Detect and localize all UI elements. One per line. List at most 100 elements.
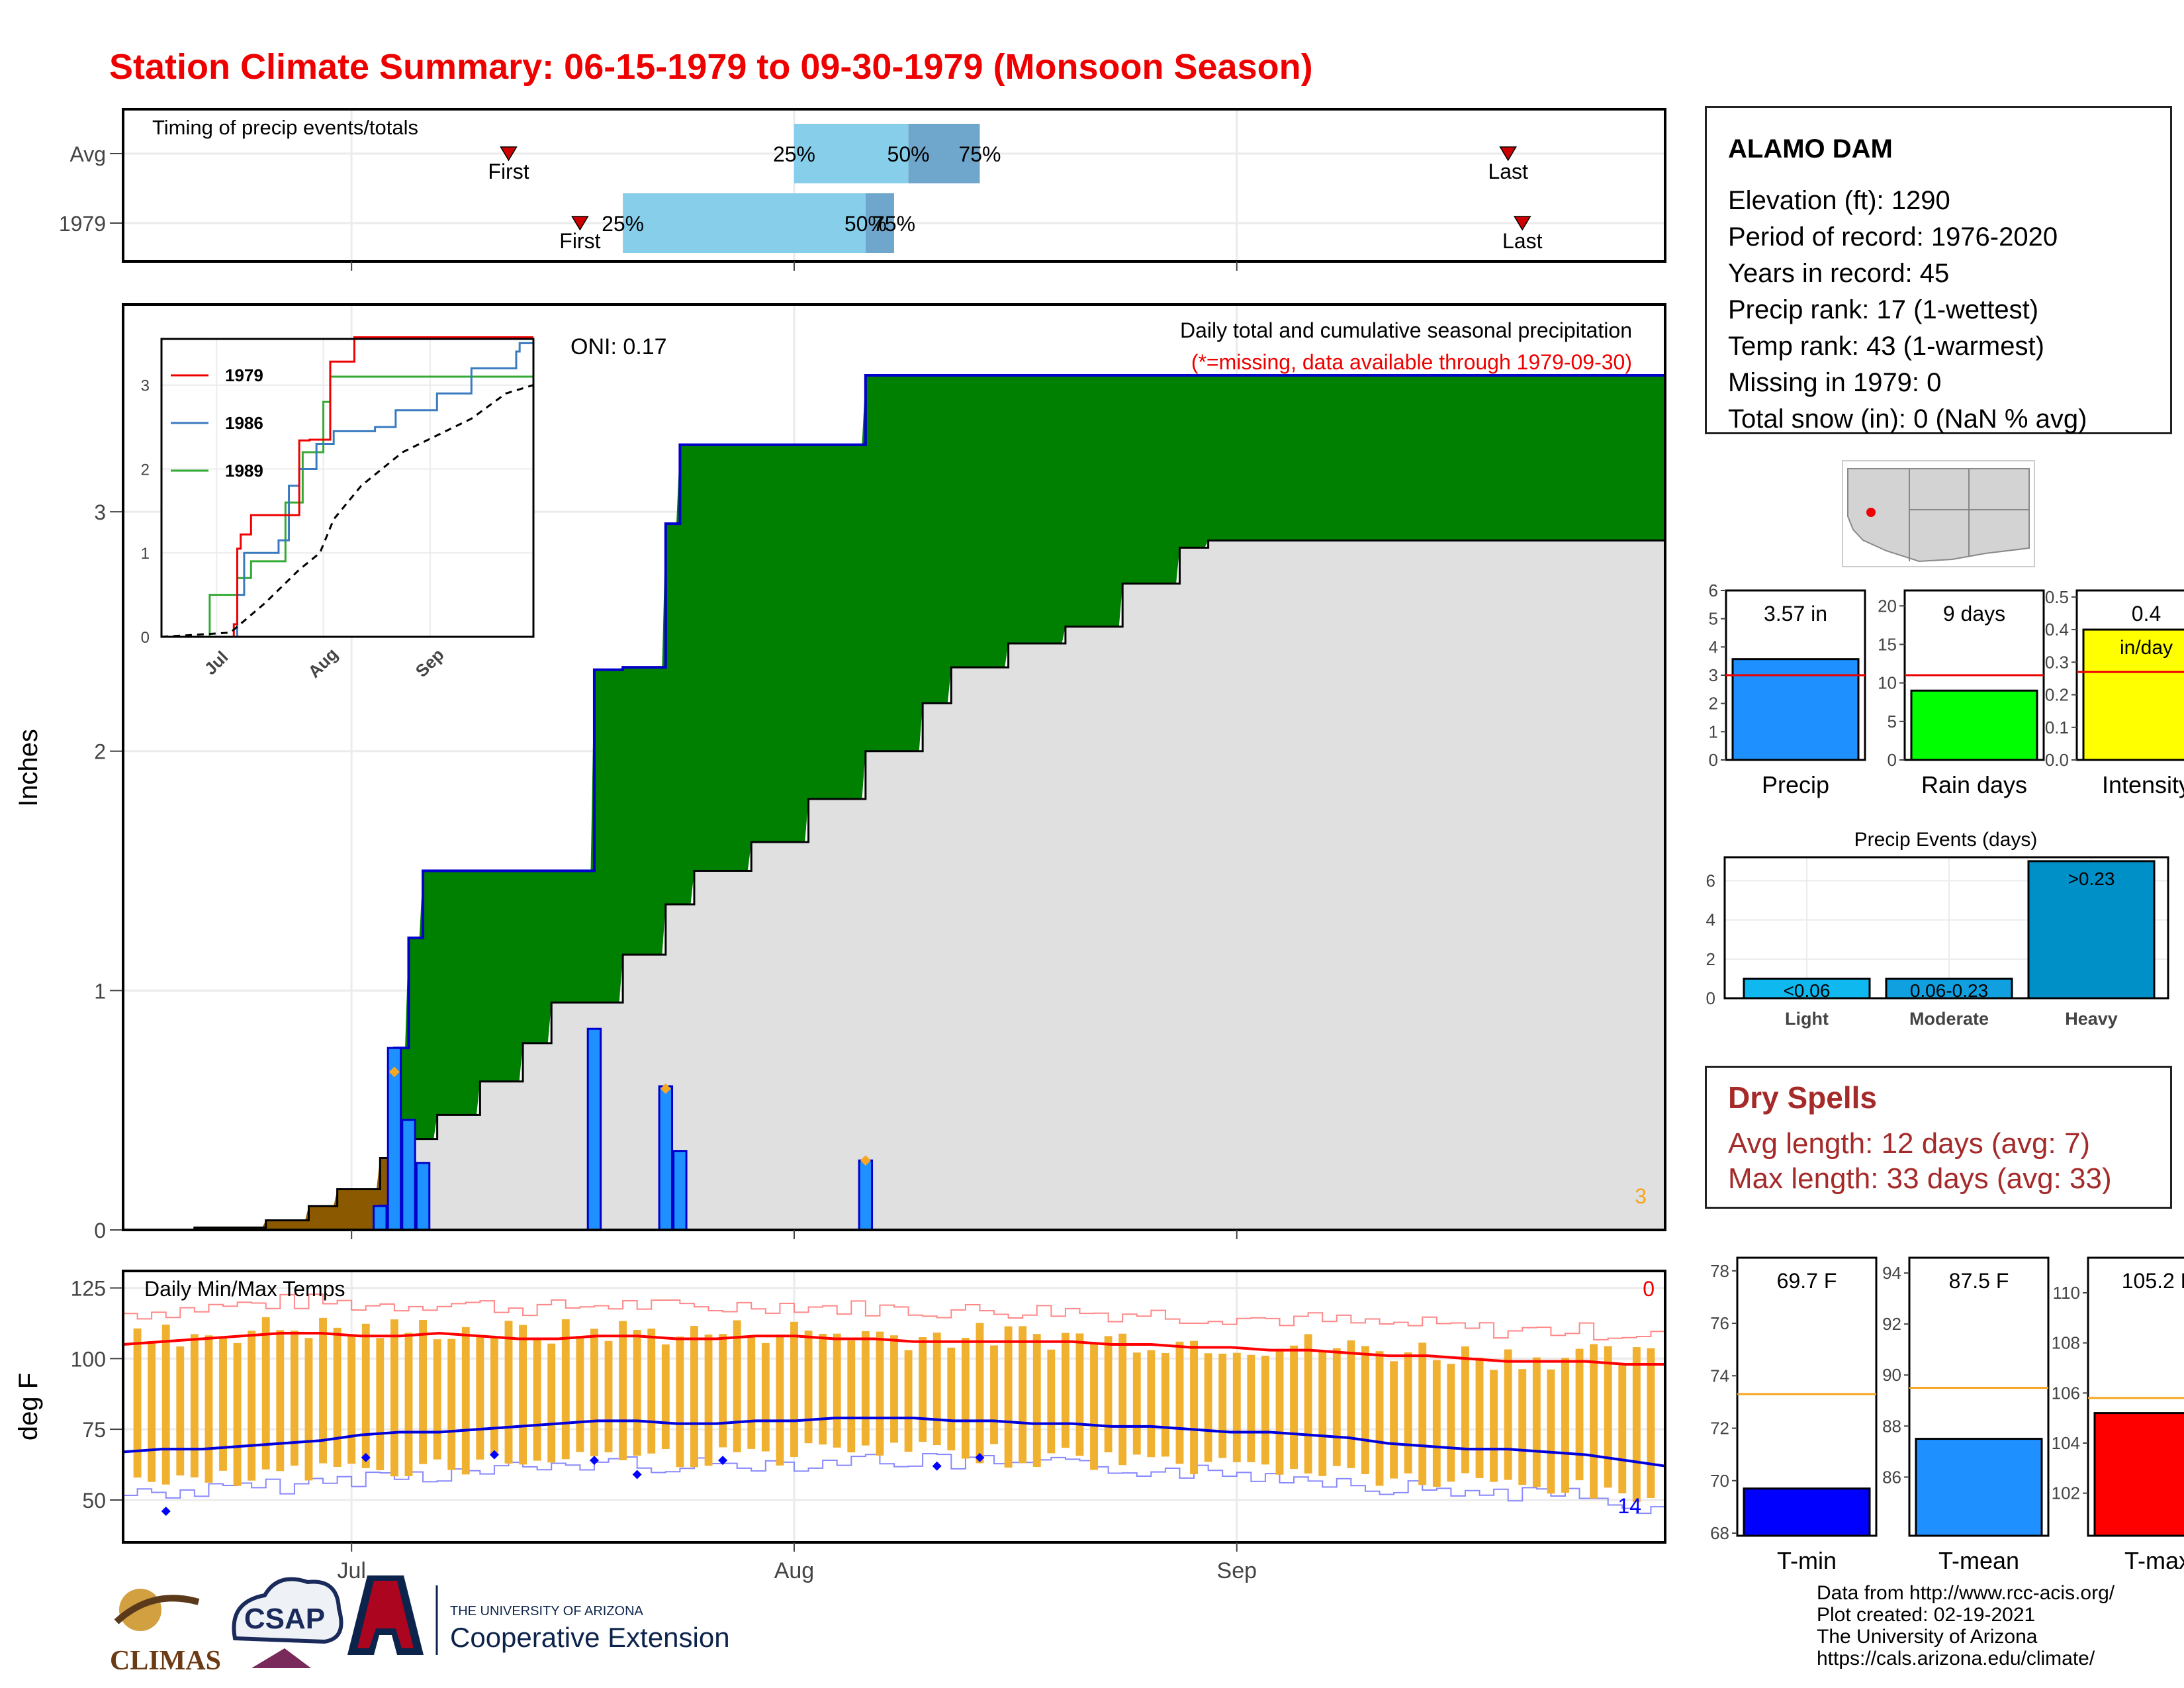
record-low-marker: [632, 1470, 642, 1479]
precip-panel-frame: [122, 303, 1666, 1231]
daily-temp-range-bar: [333, 1327, 341, 1467]
daily-temp-range-bar: [447, 1338, 456, 1470]
inset-average-line: [161, 384, 534, 638]
daily-temp-range-bar: [1247, 1354, 1255, 1462]
ua-logo-line2: Cooperative Extension: [450, 1622, 730, 1653]
precip-events-y-tick-label: 0: [1706, 988, 1715, 1008]
daily-temp-range-bar: [1161, 1353, 1169, 1457]
daily-temp-range-bar: [1618, 1364, 1627, 1493]
temp-x-tick-label: Aug: [774, 1558, 815, 1583]
daily-temp-range-bar: [1261, 1356, 1269, 1465]
tmean-bar-y-tick-label: 92: [1882, 1314, 1901, 1334]
daily-precip-bar: [658, 1085, 674, 1231]
precip-total-y-tick-label: 4: [1709, 637, 1718, 657]
daily-temp-range-bar: [1061, 1333, 1069, 1448]
daily-precip-bar: [415, 1162, 431, 1231]
daily-precip-bar: [401, 1119, 416, 1231]
daily-temp-range-bar: [347, 1334, 356, 1464]
page-title: Station Climate Summary: 06-15-1979 to 0…: [109, 47, 1313, 87]
q75-label: 75%: [958, 142, 1001, 166]
daily-temp-range-bar: [690, 1326, 698, 1468]
precip-y-tick-label: 3: [94, 500, 106, 524]
precip-events-bar-label: >0.23: [2068, 868, 2115, 889]
record-low-marker: [975, 1452, 985, 1462]
daily-temp-range-bar: [1090, 1344, 1098, 1470]
daily-temp-range-bar: [1390, 1361, 1398, 1479]
station-name: ALAMO DAM: [1728, 134, 1893, 164]
daily-temp-range-bar: [1132, 1352, 1141, 1455]
q25-label: 25%: [602, 212, 644, 236]
daily-temp-range-bar: [1275, 1350, 1284, 1475]
tmean-bar-value-bar: [1915, 1438, 2043, 1537]
daily-temp-range-bar: [619, 1321, 627, 1460]
daily-temp-range-bar: [319, 1317, 327, 1464]
precip-total-axis-label: Precip: [1762, 771, 1829, 798]
daily-precip-bar: [586, 1027, 602, 1231]
daily-temp-range-bar: [1561, 1358, 1569, 1493]
tmean-bar-value-label: 87.5 F: [1949, 1269, 2009, 1293]
tmax-bar-y-tick-label: 104: [2052, 1433, 2080, 1453]
climas-logo-text: CLIMAS: [110, 1646, 221, 1676]
precip-y-tick-label: 2: [94, 740, 106, 764]
rain-days-y-tick-label: 5: [1888, 712, 1897, 731]
precip-events-y-tick-label: 4: [1706, 910, 1715, 930]
daily-temp-range-bar: [1218, 1353, 1227, 1458]
intensity-axis-label: Intensity: [2102, 771, 2184, 798]
temp-y-tick-label: 75: [82, 1418, 106, 1442]
precip-total-y-tick-label: 5: [1709, 609, 1718, 629]
quartile-bar-low: [794, 124, 909, 183]
last-event-marker: [1513, 216, 1531, 231]
record-low-marker: [161, 1507, 171, 1517]
intensity-y-tick-label: 0.1: [2045, 718, 2069, 737]
tmin-bar-value-label: 69.7 F: [1777, 1269, 1837, 1293]
daily-temp-range-bar: [1004, 1326, 1013, 1468]
inset-frame: [160, 338, 535, 638]
ua-logo-line1: THE UNIVERSITY OF ARIZONA: [450, 1604, 644, 1618]
daily-temp-range-bar: [261, 1317, 270, 1470]
record-low-marker: [932, 1461, 942, 1471]
daily-temp-range-bar: [433, 1339, 441, 1460]
daily-temp-range-bar: [847, 1340, 856, 1453]
daily-temp-range-bar: [519, 1325, 527, 1465]
tmax-bar-y-tick-label: 110: [2053, 1283, 2080, 1303]
daily-temp-range-bar: [1204, 1353, 1212, 1462]
daily-temp-range-bar: [676, 1336, 684, 1468]
daily-temp-range-bar: [1490, 1370, 1498, 1482]
dry-spells-avg: Avg length: 12 days (avg: 7): [1728, 1127, 2091, 1160]
daily-temp-range-bar: [833, 1333, 841, 1448]
tmin-bar-y-tick-label: 68: [1710, 1523, 1729, 1543]
precip-events-title: Precip Events (days): [1854, 829, 2038, 851]
daily-temp-range-bar: [1147, 1350, 1156, 1458]
precip-total-value-label: 3.57 in: [1764, 602, 1827, 626]
daily-temp-range-bar: [1347, 1340, 1355, 1468]
daily-temp-range-bar: [661, 1344, 670, 1449]
inset-legend-label: 1979: [225, 365, 263, 385]
daily-temp-range-bar: [219, 1336, 227, 1471]
record-low-count: 14: [1617, 1494, 1641, 1518]
daily-temp-range-bar: [361, 1323, 370, 1468]
daily-temp-range-bar: [376, 1338, 385, 1470]
dry-spells-box: Dry Spells Avg length: 12 days (avg: 7) …: [1705, 1066, 2172, 1209]
daily-temp-range-bar: [1590, 1344, 1598, 1499]
daily-temp-range-bar: [861, 1331, 870, 1446]
precip-record-marker: [660, 1083, 671, 1094]
daily-temp-range-bar: [790, 1321, 798, 1457]
locator-map: [1842, 460, 2035, 567]
q25-label: 25%: [773, 142, 815, 166]
inset-y-tick-label: 3: [141, 377, 150, 395]
daily-temp-range-bar: [504, 1321, 513, 1464]
oni-label: ONI: 0.17: [570, 334, 667, 359]
ua-logo-a-inner-icon: [357, 1581, 414, 1648]
daily-temp-range-bar: [1332, 1348, 1341, 1466]
last-event-marker: [1499, 146, 1518, 162]
precip-events-bar: [2027, 860, 2156, 1000]
daily-temp-range-bar: [290, 1331, 298, 1466]
intensity-y-tick-label: 0.5: [2045, 587, 2069, 607]
daily-precip-bar: [858, 1159, 874, 1231]
temp-panel-frame: [122, 1270, 1666, 1544]
first-event-label: First: [559, 229, 600, 253]
station-elevation: Elevation (ft): 1290: [1728, 186, 1950, 215]
cumulative-deficit-area: [123, 1158, 402, 1230]
daily-temp-range-bar: [1019, 1326, 1027, 1464]
